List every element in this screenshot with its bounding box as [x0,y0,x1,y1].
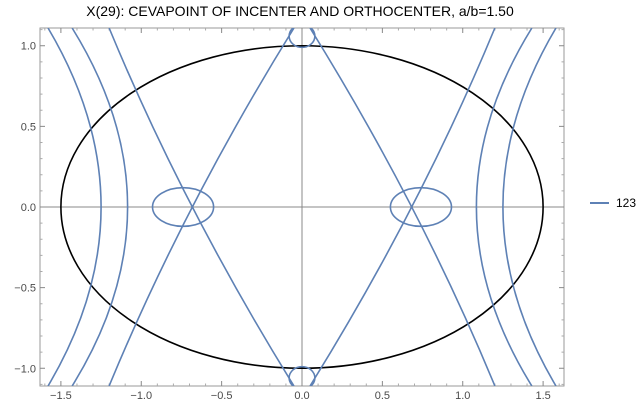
x-tick-label: 0.0 [294,390,309,402]
series-loop [151,186,215,228]
legend: 123 [590,196,636,210]
series-loop [389,186,453,228]
circumellipse [60,44,544,370]
series-loop [288,365,316,386]
x-tick-label: 0.5 [375,390,390,402]
series-curve [47,28,102,386]
series-curve [309,28,496,386]
chart-title: X(29): CEVAPOINT OF INCENTER AND ORTHOCE… [86,3,514,19]
x-tick-label: −1.0 [130,390,152,402]
plot-area: −1.5 −1.0 −0.5 0.0 0.5 1.0 1.5 −1.0 −0.5 0.0 0.5 1.… [14,27,565,402]
series-curve [502,28,557,386]
y-tick-label: 0.0 [21,202,36,214]
y-tick-label: −1.0 [14,363,36,375]
y-tick-label: 0.5 [21,121,36,133]
plot-content [47,28,557,386]
series-curve [71,28,129,386]
series-loop [288,28,316,49]
y-tick-label: 1.0 [21,41,36,53]
y-tick-label: −0.5 [14,283,36,295]
series-curve [108,28,295,386]
legend-label: 123 [616,196,636,210]
x-tick-label: 1.0 [455,390,470,402]
x-tick-label: −1.5 [50,390,72,402]
x-tick-label: −0.5 [211,390,233,402]
x-tick-label: 1.5 [535,390,550,402]
series-curve [475,28,533,386]
